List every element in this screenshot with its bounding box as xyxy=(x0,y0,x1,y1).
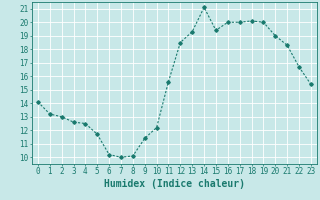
X-axis label: Humidex (Indice chaleur): Humidex (Indice chaleur) xyxy=(104,179,245,189)
